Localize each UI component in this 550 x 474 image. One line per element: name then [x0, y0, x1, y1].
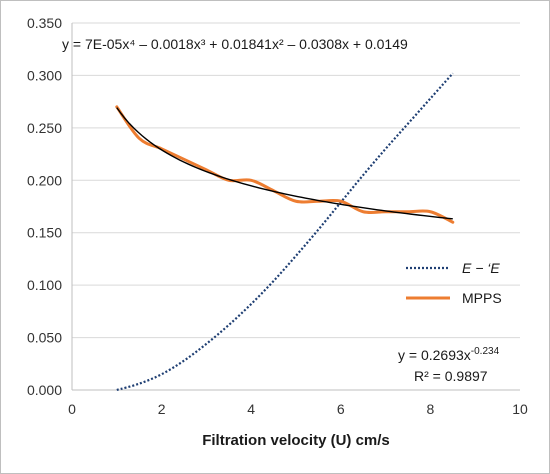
power-equation: y = 0.2693x-0.234: [398, 346, 500, 363]
y-tick-label: 0.350: [27, 15, 62, 31]
y-tick-label: 0.150: [27, 225, 62, 241]
y-tick-label: 0.100: [27, 277, 62, 293]
r-squared: R² = 0.9897: [414, 368, 488, 384]
x-tick-label: 2: [158, 401, 166, 417]
legend: E − ‘E MPPS: [406, 260, 502, 306]
polynomial-equation: y = 7E-05x⁴ – 0.0018x³ + 0.01841x² – 0.0…: [62, 36, 408, 52]
y-tick-label: 0.200: [27, 172, 62, 188]
x-tick-label: 8: [427, 401, 435, 417]
tick-labels: 0.000 0.050 0.100 0.150 0.200 0.250 0.300 0.350…: [27, 15, 528, 417]
x-tick-label: 10: [512, 401, 528, 417]
trendlines: [116, 107, 453, 220]
x-tick-label: 6: [337, 401, 345, 417]
y-tick-label: 0.250: [27, 120, 62, 136]
y-tick-label: 0.050: [27, 330, 62, 346]
gridlines: [72, 22, 520, 339]
x-axis-label: Filtration velocity (U) cm/s: [202, 432, 390, 449]
power-equation-exponent: -0.234: [471, 346, 500, 357]
legend-label-mpps: MPPS: [462, 290, 502, 306]
x-tick-label: 4: [247, 401, 255, 417]
axes: [71, 23, 520, 391]
y-tick-label: 0.000: [27, 382, 62, 398]
x-tick-label: 0: [68, 401, 76, 417]
power-trendline: [116, 107, 453, 220]
legend-label-e-minus-e: E − ‘E: [462, 260, 500, 276]
power-equation-base: y = 0.2693x: [398, 347, 471, 363]
series-line-e-minus-e: [116, 72, 454, 392]
y-tick-label: 0.300: [27, 67, 62, 83]
